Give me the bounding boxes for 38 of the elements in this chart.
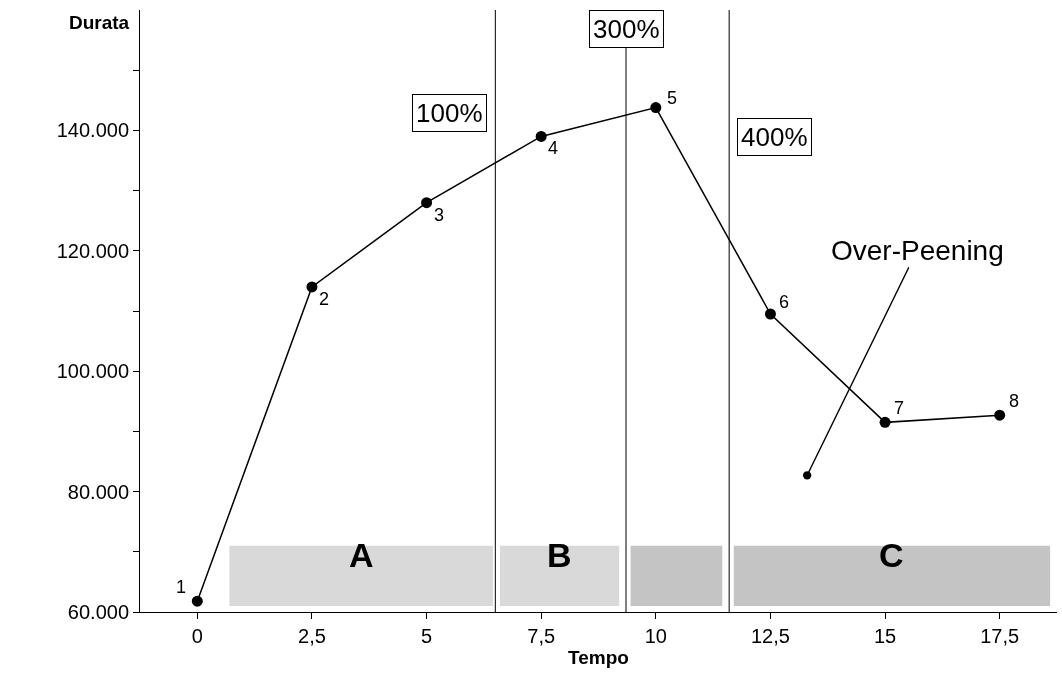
- annotation: 1: [176, 577, 187, 597]
- y-tick-label: 140.000: [56, 119, 129, 142]
- band-label: A: [349, 536, 374, 574]
- annotation: 2: [319, 289, 330, 309]
- annotation: 7: [894, 398, 905, 418]
- point: [879, 416, 891, 428]
- annotation: 6: [779, 292, 790, 312]
- band-label: B: [547, 536, 572, 574]
- point: [650, 102, 662, 114]
- y-axis-title: Durata: [69, 12, 130, 33]
- x-tick-label: 0: [191, 625, 203, 647]
- x-tick-label: 2,5: [298, 625, 326, 647]
- annotation: 5: [667, 88, 678, 108]
- annotation: Over-Peening: [831, 235, 1004, 266]
- annotation: 8: [1009, 391, 1020, 411]
- band-label: C: [879, 536, 904, 574]
- annotation: 300%: [593, 14, 660, 44]
- y-tick-label: 80.000: [67, 480, 129, 503]
- x-tick-label: 17,5: [980, 625, 1020, 647]
- annotation: 100%: [416, 98, 483, 128]
- point: [764, 308, 776, 320]
- point: [306, 281, 318, 293]
- annotation: 4: [548, 138, 559, 158]
- y-tick-label: 100.000: [56, 360, 129, 383]
- x-tick-label: 12,5: [750, 625, 790, 647]
- x-tick-label: 7,5: [527, 625, 556, 647]
- x-tick-label: 5: [421, 625, 433, 647]
- x-axis-title: Tempo: [568, 646, 629, 668]
- annotation: 400%: [741, 122, 808, 152]
- y-tick-label: 120.000: [56, 239, 129, 262]
- point: [535, 130, 547, 142]
- point: [191, 595, 203, 607]
- x-tick-label: 15: [873, 625, 897, 647]
- point: [421, 197, 433, 209]
- y-tick-label: 60.000: [67, 601, 129, 623]
- point: [994, 409, 1006, 421]
- annotation: 3: [434, 205, 445, 225]
- x-tick-label: 10: [644, 625, 667, 647]
